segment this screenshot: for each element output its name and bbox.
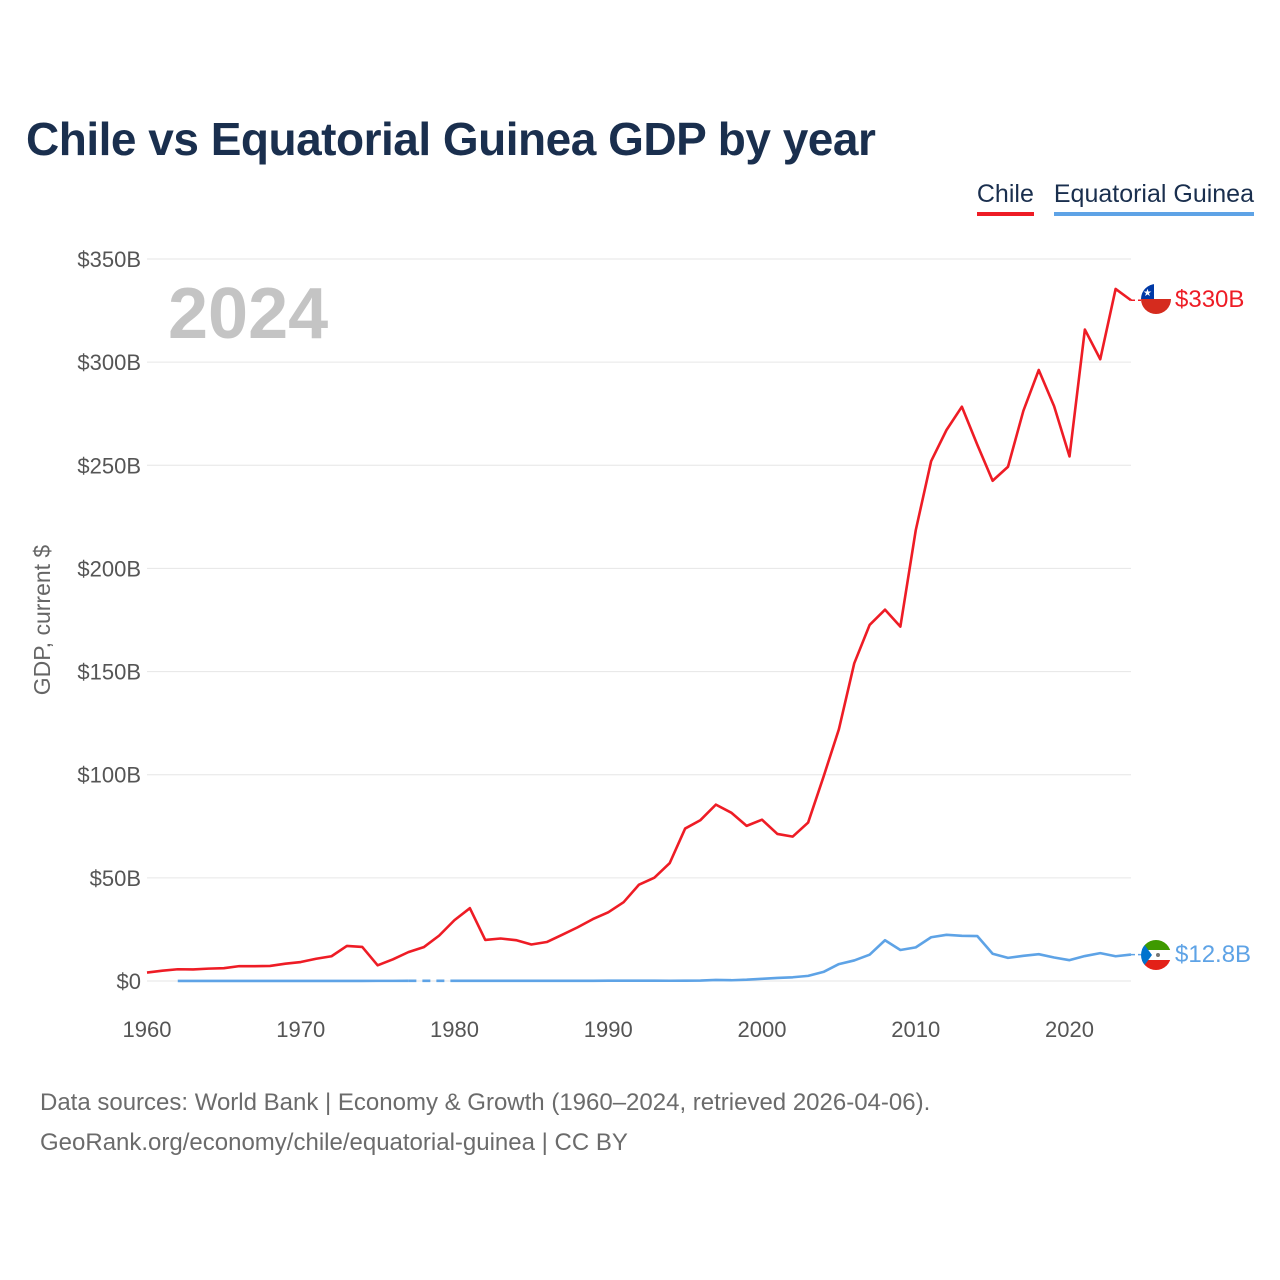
x-tick-label: 1960 <box>123 1017 172 1042</box>
series-lines <box>146 287 1132 983</box>
x-tick-label: 1970 <box>276 1017 325 1042</box>
legend-item-equatorial-guinea[interactable]: Equatorial Guinea <box>1053 180 1254 216</box>
y-tick-label: $100B <box>77 763 141 788</box>
current-year-label: 2024 <box>168 274 328 354</box>
x-axis-ticks: 1960 1970 1980 1990 2000 2010 2020 <box>123 1017 1094 1042</box>
y-axis-ticks: $0 $50B $100B $150B $200B $250B $300B $350B <box>77 247 141 994</box>
equatorial-guinea-flag-icon <box>1141 940 1171 970</box>
gdp-line-chart: $0 $50B $100B $150B $200B $250B $300B $350B 196… <box>29 247 1251 1042</box>
gridlines <box>147 258 1131 982</box>
y-tick-label: $250B <box>77 453 141 478</box>
series-line-equatorial-guinea[interactable] <box>454 933 1132 983</box>
attribution-link[interactable]: GeoRank.org/economy/chile/equatorial-gui… <box>40 1129 628 1156</box>
equatorial-guinea-end-value-label: $12.8B <box>1175 941 1251 968</box>
end-markers: ★ $330B $12.8B <box>1131 284 1251 970</box>
y-axis-label: GDP, current $ <box>29 545 55 696</box>
x-tick-label: 2020 <box>1045 1017 1094 1042</box>
y-tick-label: $300B <box>77 350 141 375</box>
y-tick-label: $350B <box>77 247 141 272</box>
x-tick-label: 1980 <box>430 1017 479 1042</box>
chart-title: Chile vs Equatorial Guinea GDP by year <box>26 113 876 165</box>
y-tick-label: $150B <box>77 660 141 685</box>
data-sources: Data sources: World Bank | Economy & Gro… <box>40 1089 931 1116</box>
chile-end-value-label: $330B <box>1175 286 1244 313</box>
footer: Data sources: World Bank | Economy & Gro… <box>40 1083 930 1163</box>
y-tick-label: $200B <box>77 556 141 581</box>
y-tick-label: $50B <box>90 866 141 891</box>
legend: Chile Equatorial Guinea <box>976 180 1254 216</box>
legend-item-chile[interactable]: Chile <box>976 180 1034 216</box>
x-tick-label: 1990 <box>584 1017 633 1042</box>
x-tick-label: 2010 <box>891 1017 940 1042</box>
svg-text:★: ★ <box>1143 288 1152 299</box>
x-tick-label: 2000 <box>738 1017 787 1042</box>
series-line-chile[interactable] <box>146 287 1132 974</box>
chile-flag-icon: ★ <box>1141 284 1171 314</box>
y-tick-label: $0 <box>117 969 141 994</box>
